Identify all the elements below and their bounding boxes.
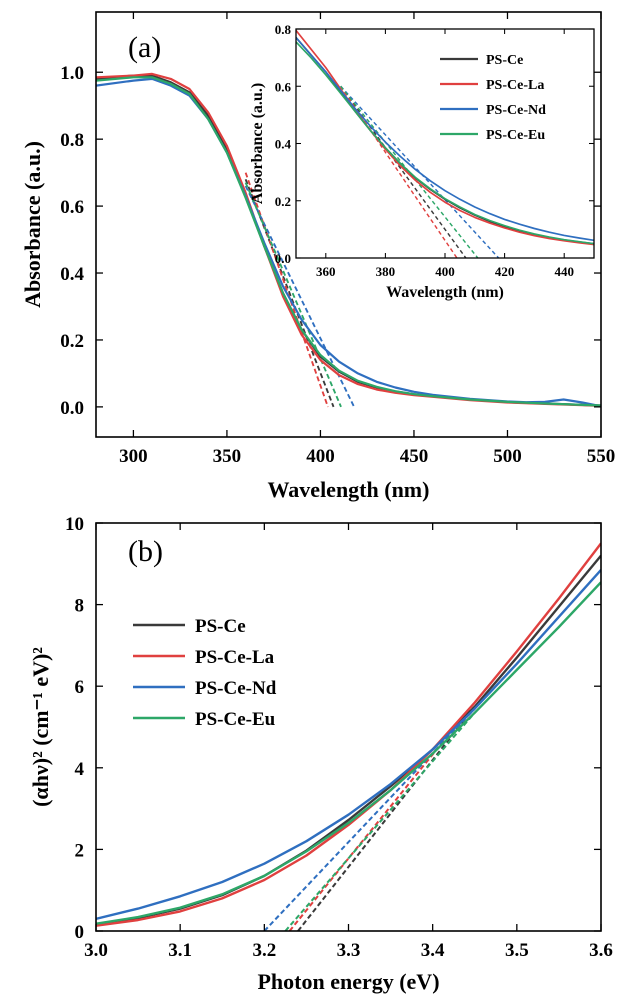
panel-a-inset: 360 380 400 420 440 0.0 0.2 0.4 0.6 0.8 Wavelength… (249, 22, 595, 301)
panel-b-series-3 (96, 581, 601, 925)
panel-b-series-2 (96, 569, 601, 920)
panel-a-inset-legend-label-2: PS-Ce-Nd (486, 103, 546, 118)
panel-a-inset-xtick-label-1: 380 (376, 264, 396, 279)
panel-b-ytick-label-2: 4 (75, 759, 85, 780)
panel-b-ytick-label-4: 8 (75, 596, 85, 617)
panel-a-inset-xtick-label-3: 420 (495, 264, 515, 279)
panel-b-xtick-label-3: 3.3 (337, 940, 361, 961)
panel-b-xtick-label-1: 3.1 (168, 940, 192, 961)
panel-a-yaxis-label: Absorbance (a.u.) (20, 141, 45, 308)
panel-a-inset-legend-label-0: PS-Ce (486, 53, 523, 68)
panel-a-tangent-3 (244, 182, 342, 408)
panel-a-inset-ytick-label-2: 0.4 (275, 137, 292, 152)
panel-a-ytick-label-3: 0.6 (60, 197, 84, 218)
panel-a-xtick-label-0: 300 (119, 446, 148, 467)
panel-a-panel-label: (a) (128, 31, 161, 64)
panel-a-frame (95, 11, 602, 438)
panel-b: 3.0 3.1 3.2 3.3 3.4 3.5 3.6 0 2 4 6 8 10 Photon energ… (28, 514, 613, 994)
panel-b-legend-label-0: PS-Ce (195, 616, 246, 637)
panel-b-xtick-label-2: 3.2 (252, 940, 276, 961)
panel-a-tangent-1 (244, 172, 329, 408)
panel-a-inset-xtick-label-2: 400 (435, 264, 455, 279)
panel-b-xaxis-label: Photon energy (eV) (257, 969, 439, 994)
panel-a-ytick-label-5: 1.0 (60, 63, 84, 84)
panel-b-ytick-label-5: 10 (65, 514, 84, 535)
panel-a-xtick-label-1: 350 (213, 446, 242, 467)
panel-b-series-1 (96, 542, 601, 927)
panel-a-ytick-label-0: 0.0 (60, 398, 84, 419)
panel-a-xtick-label-2: 400 (306, 446, 335, 467)
panel-b-tangent-2 (263, 707, 476, 931)
panel-a-inset-series-3 (296, 41, 594, 245)
panel-a-xaxis-label: Wavelength (nm) (268, 477, 430, 502)
panel-a-xtick-label-3: 450 (400, 446, 429, 467)
panel-b-plot-area (96, 523, 601, 931)
panel-a-inset-legend-label-3: PS-Ce-Eu (486, 128, 545, 143)
panel-a-inset-yaxis-label: Absorbance (a.u.) (249, 83, 266, 204)
panel-b-xtick-label-6: 3.6 (589, 940, 613, 961)
panel-a-xtick-label-5: 550 (587, 446, 616, 467)
panel-a-ytick-label-4: 0.8 (60, 130, 84, 151)
panel-a-inset-tangent-2 (340, 85, 500, 258)
panel-b-legend-label-3: PS-Ce-Eu (195, 709, 276, 730)
panel-a-inset-plot-area (296, 29, 594, 258)
panel-a-inset-series-2 (296, 37, 594, 242)
panel-a-inset-xaxis-label: Wavelength (nm) (386, 284, 504, 301)
panel-a-inset-xtick-label-0: 360 (316, 264, 336, 279)
panel-b-tangent-1 (288, 701, 476, 931)
panel-a-series-3 (96, 76, 601, 407)
panel-a-ytick-label-1: 0.2 (60, 331, 84, 352)
panel-b-ytick-label-0: 0 (75, 922, 85, 943)
panel-b-legend-label-2: PS-Ce-Nd (195, 678, 277, 699)
panel-a-inset-ytick-label-0: 0.0 (275, 251, 291, 266)
panel-b-tangent-3 (284, 712, 476, 931)
panel-b-xtick-label-0: 3.0 (84, 940, 108, 961)
panel-b-xtick-label-4: 3.4 (421, 940, 445, 961)
panel-a-inset-ytick-label-1: 0.2 (275, 194, 291, 209)
panel-a-inset-tangent-3 (340, 85, 479, 258)
panel-a-inset-xtick-label-4: 440 (554, 264, 574, 279)
panel-b-panel-label: (b) (128, 535, 163, 568)
panel-b-ytick-label-3: 6 (75, 677, 85, 698)
panel-a-xtick-label-4: 500 (493, 446, 522, 467)
panel-a-ytick-label-2: 0.4 (60, 264, 84, 285)
panel-b-xtick-label-5: 3.5 (505, 940, 529, 961)
panel-a-inset-ytick-label-3: 0.6 (275, 79, 292, 94)
panel-b-yaxis-label: (αhν)² (cm⁻¹ eV)² (28, 647, 53, 807)
panel-b-ytick-label-1: 2 (75, 840, 85, 861)
panel-a-inset-legend-label-1: PS-Ce-La (486, 78, 544, 93)
panel-a-inset-ytick-label-4: 0.8 (275, 22, 292, 37)
panel-b-legend-label-1: PS-Ce-La (195, 647, 275, 668)
